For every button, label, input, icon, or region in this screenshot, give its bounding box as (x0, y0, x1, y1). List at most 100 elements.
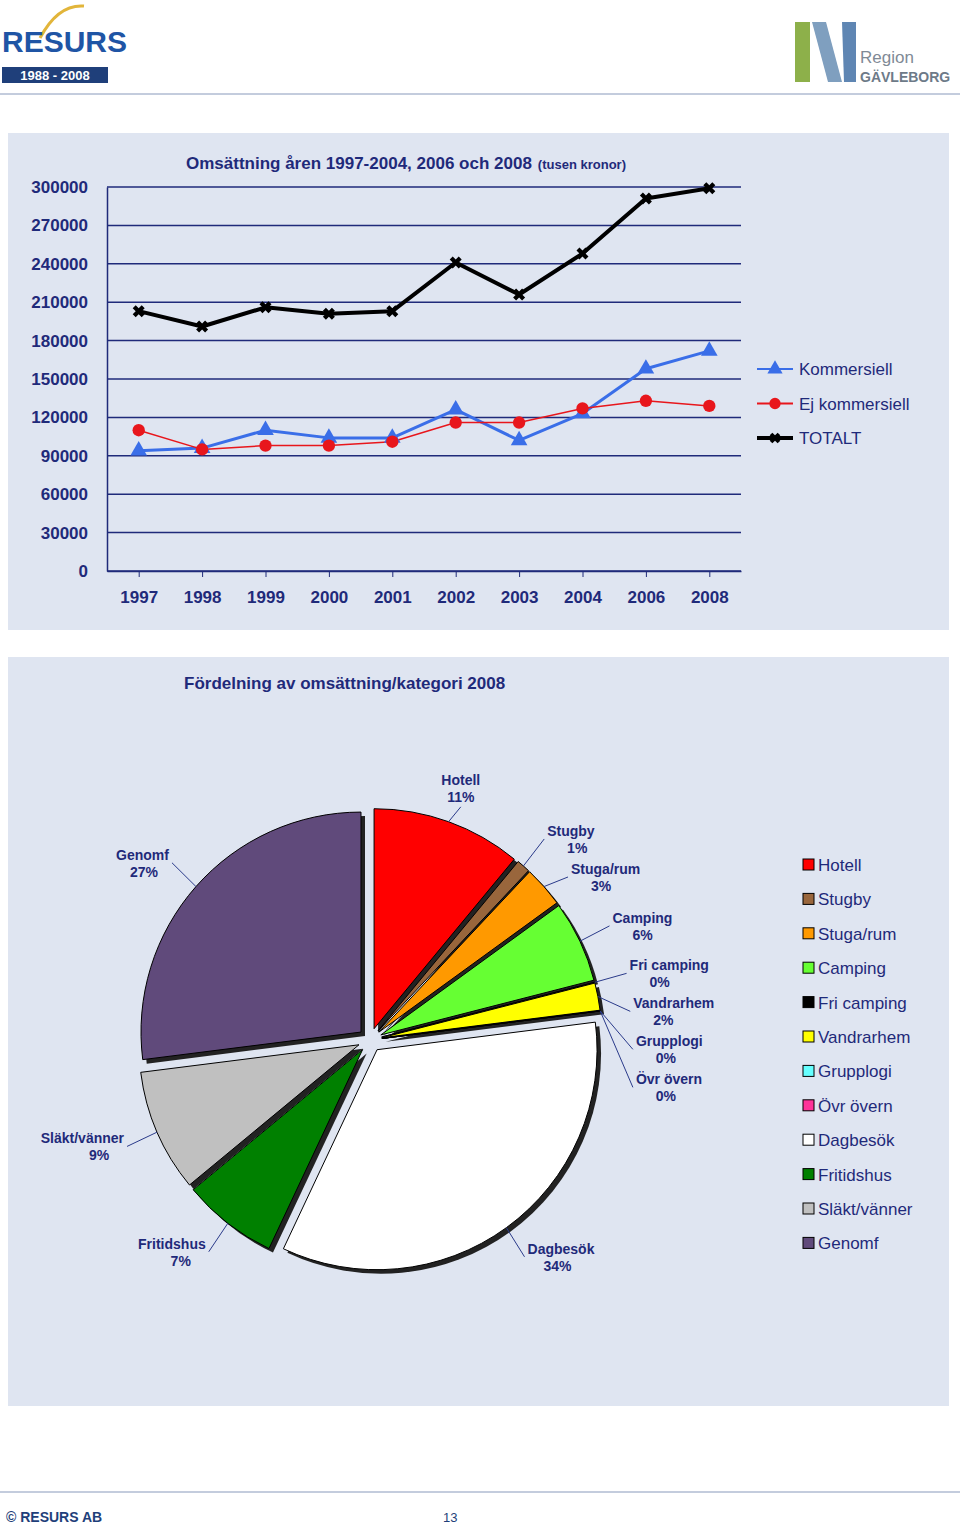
page-number: 13 (443, 1510, 457, 1525)
data-label-name: Genomf (116, 847, 169, 863)
data-label-value: 3% (591, 878, 612, 894)
marker (701, 341, 718, 355)
logo-right-bar (842, 22, 856, 82)
line-chart: Omsättning åren 1997-2004, 2006 och 2008… (8, 133, 949, 630)
legend-label: Stugby (818, 890, 871, 909)
data-label-value: 0% (656, 1050, 677, 1066)
tick-label: 2001 (374, 588, 412, 607)
tick-mark (202, 571, 203, 577)
grid-line (107, 301, 741, 303)
tick-mark (709, 571, 710, 577)
data-label-name: Fritidshus (138, 1236, 206, 1252)
marker (511, 431, 528, 445)
grid-line (107, 532, 741, 534)
tick: 2006 (627, 571, 665, 607)
tick: 30000 (41, 524, 107, 543)
data-label-name: Camping (612, 910, 672, 926)
leader-line (580, 926, 610, 941)
legend-marker (767, 360, 782, 373)
marker (259, 439, 271, 451)
header: RESURS1988 - 2008RegionGÄVLEBORG (0, 6, 960, 94)
tick-label: 2008 (691, 588, 729, 607)
marker (576, 402, 588, 414)
leader-line (127, 1132, 157, 1146)
legend-marker (769, 398, 780, 409)
tick: 2003 (501, 571, 539, 607)
marker (700, 180, 718, 197)
data-labels: Hotell11%Stugby1%Stuga/rum3%Camping6%Fri… (41, 772, 714, 1274)
legend-label: Camping (818, 959, 886, 978)
tick: 0 (79, 562, 107, 581)
grid-line (107, 378, 741, 380)
slice (141, 812, 361, 1060)
footer: © RESURS AB13 (0, 1492, 960, 1525)
marker (640, 395, 652, 407)
chart-subtitle: (tusen kronor) (538, 157, 626, 172)
legend-swatch (803, 1169, 814, 1180)
chart-title: Fördelning av omsättning/kategori 2008 (184, 674, 505, 693)
grid-line (107, 225, 741, 227)
data-label-value: 11% (447, 789, 475, 805)
marker (323, 439, 335, 451)
tick-label: 60000 (41, 485, 88, 504)
tick-label: 270000 (31, 216, 88, 235)
series-line (139, 351, 710, 451)
leader-line (600, 1011, 633, 1049)
tick: 2001 (374, 571, 412, 607)
legend-swatch (803, 1237, 814, 1248)
tick-label: 240000 (31, 255, 88, 274)
tick: 120000 (31, 408, 107, 427)
tick-mark (583, 571, 584, 577)
legend-label: TOTALT (799, 429, 861, 448)
tick-label: 2003 (501, 588, 539, 607)
grid-line (107, 263, 741, 265)
slice (141, 1045, 359, 1185)
tick-label: 2000 (310, 588, 348, 607)
logo-years-box (2, 67, 108, 83)
logo-right-diagonal (812, 22, 842, 82)
marker (450, 416, 462, 428)
marker (257, 421, 274, 435)
legend-swatch (803, 1100, 814, 1111)
leader-line (523, 839, 544, 866)
marker (513, 416, 525, 428)
tick: 210000 (31, 293, 107, 312)
leader-line (449, 807, 461, 822)
tick-label: 30000 (41, 524, 88, 543)
data-label-value: 7% (171, 1253, 192, 1269)
marker (447, 400, 464, 414)
legend-label: Kommersiell (799, 360, 893, 379)
tick-label: 210000 (31, 293, 88, 312)
tick-mark (329, 571, 330, 577)
marker (130, 441, 147, 455)
data-label-value: 1% (567, 840, 588, 856)
tick-mark (646, 571, 647, 577)
legend-label: Ej kommersiell (799, 395, 910, 414)
data-label-value: 6% (632, 927, 653, 943)
markers (130, 180, 719, 456)
legend-label: Övr övern (818, 1097, 893, 1116)
series-line (139, 401, 710, 450)
marker (638, 359, 655, 373)
legend-swatch (803, 859, 814, 870)
legend-swatch (803, 997, 814, 1008)
legend-label: Dagbesök (818, 1131, 895, 1150)
marker (383, 302, 401, 320)
tick: 2000 (310, 571, 348, 607)
tick-mark (266, 571, 267, 577)
tick: 1998 (184, 571, 222, 607)
legend-swatch (803, 893, 814, 904)
tick-label: 120000 (31, 408, 88, 427)
page: RESURS1988 - 2008RegionGÄVLEBORGOmsättni… (0, 0, 960, 1526)
footer-rule (0, 1492, 960, 1493)
logo-text: RESURS (2, 25, 127, 58)
marker (703, 400, 715, 412)
logo-years: 1988 - 2008 (20, 68, 89, 83)
data-label-value: 9% (89, 1147, 110, 1163)
data-label-value: 34% (544, 1258, 573, 1274)
leader-line (544, 877, 568, 887)
marker (256, 298, 274, 316)
grid-line (107, 417, 741, 419)
data-label-value: 0% (649, 974, 670, 990)
panel (8, 133, 949, 630)
